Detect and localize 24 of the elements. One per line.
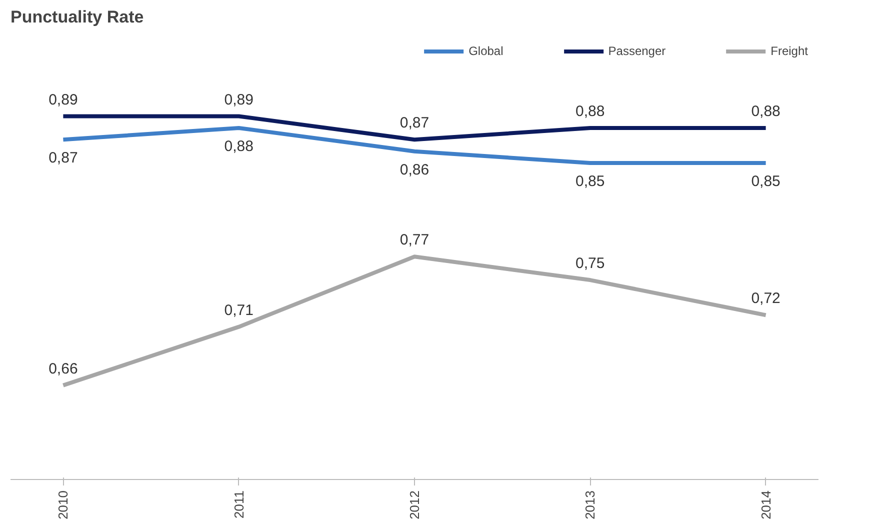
data-label: 0,88 [576, 102, 605, 120]
data-label: 0,71 [224, 302, 254, 319]
data-label: 0,89 [48, 91, 78, 108]
chart-title: Punctuality Rate [10, 8, 144, 26]
x-tick-label: 2010 [56, 490, 71, 520]
data-label: 0,66 [48, 360, 78, 378]
x-tick-label: 2011 [231, 490, 246, 518]
data-label: 0,75 [576, 255, 605, 272]
data-label: 0,89 [224, 91, 254, 108]
data-label: 0,77 [400, 232, 430, 249]
data-label: 0,72 [751, 290, 780, 308]
x-tick-label: 2012 [407, 490, 422, 520]
data-label: 0,87 [48, 150, 78, 167]
data-label: 0,88 [224, 138, 254, 155]
legend-label: Passenger [608, 44, 666, 58]
legend-label: Global [468, 44, 504, 58]
x-tick-label: 2014 [758, 490, 774, 520]
data-label: 0,88 [751, 102, 780, 120]
data-label: 0,85 [576, 173, 605, 190]
legend-label: Freight [770, 44, 808, 58]
data-label: 0,86 [400, 161, 430, 178]
data-label: 0,87 [400, 114, 430, 132]
data-label: 0,85 [751, 173, 780, 190]
x-tick-label: 2013 [582, 490, 598, 520]
